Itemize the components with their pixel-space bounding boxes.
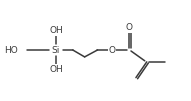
Text: O: O	[109, 46, 116, 55]
Text: OH: OH	[49, 65, 63, 74]
Text: OH: OH	[49, 26, 63, 35]
Text: O: O	[125, 23, 133, 32]
Text: Si: Si	[52, 46, 60, 55]
Text: HO: HO	[4, 46, 18, 55]
